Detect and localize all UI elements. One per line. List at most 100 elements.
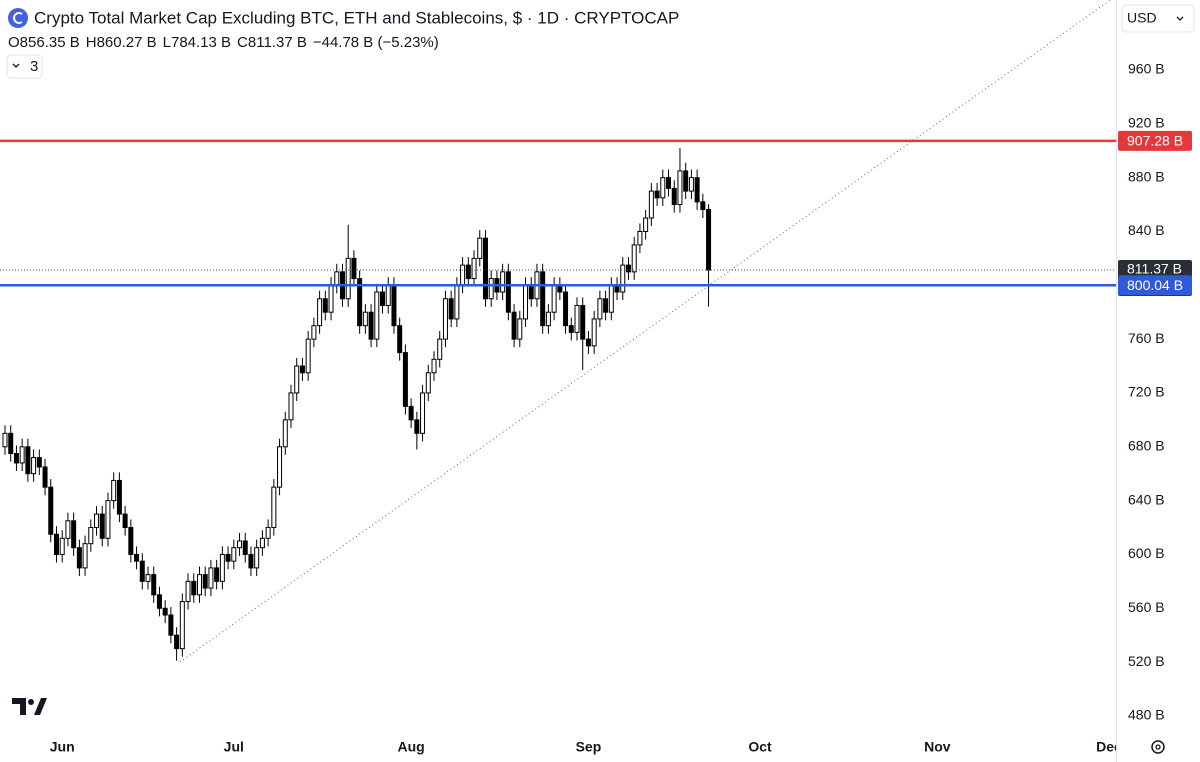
- gear[interactable]: [1151, 740, 1165, 754]
- candle-body: [13, 453, 19, 464]
- y-tick-label: 840 B: [1128, 222, 1165, 238]
- indicator-count[interactable]: 3: [30, 58, 38, 75]
- candle-body: [380, 291, 386, 306]
- candle-body: [116, 479, 122, 515]
- candle-body: [237, 540, 243, 549]
- y-tick-label: 560 B: [1128, 599, 1165, 615]
- price-axis-bg: [1116, 0, 1200, 762]
- candle-body: [294, 365, 300, 394]
- y-tick-label: 920 B: [1128, 115, 1165, 131]
- candle-body: [225, 553, 231, 562]
- candle-body: [31, 457, 37, 475]
- y-tick-label: 600 B: [1128, 545, 1165, 561]
- candle-body: [420, 392, 426, 434]
- candle-body: [53, 533, 59, 555]
- candle-body: [385, 284, 391, 306]
- candle-body: [219, 553, 225, 582]
- candle-body: [351, 257, 357, 280]
- candle-body: [265, 527, 271, 539]
- candle-body: [42, 466, 48, 488]
- candle-body: [648, 190, 654, 219]
- candle-body: [397, 325, 403, 354]
- candle-body: [19, 446, 25, 464]
- candle-body: [603, 298, 609, 313]
- y-tick-label: 720 B: [1128, 384, 1165, 400]
- candle-body: [523, 284, 529, 320]
- candle-body: [402, 352, 408, 407]
- price-axis: USD 480 B 520 B 560 B 600 B 640 B 680 B 720 B 7…: [1116, 0, 1200, 762]
- candle-body: [425, 372, 431, 394]
- currency[interactable]: USD: [1127, 10, 1157, 26]
- candle-body: [683, 170, 689, 192]
- title: Crypto Total Market Cap Excluding BTC, E…: [34, 8, 679, 27]
- candle-body: [706, 208, 712, 271]
- candle-body: [585, 338, 591, 347]
- candle-body: [700, 201, 706, 210]
- gear-hub: [1155, 744, 1161, 750]
- candle-body: [231, 547, 237, 562]
- candle-body: [25, 446, 31, 475]
- candle-body: [277, 446, 283, 488]
- indicators-toggle[interactable]: [6, 54, 43, 79]
- x-tick-label: Jul: [224, 739, 244, 755]
- ohlc-key: L: [163, 34, 171, 51]
- level-box: [1118, 275, 1192, 296]
- candle-body: [637, 230, 643, 246]
- candle-body: [660, 177, 666, 199]
- logo-part: [28, 699, 34, 705]
- candle-body: [259, 537, 265, 549]
- symbol-glyph: [13, 12, 23, 24]
- candle-body: [271, 486, 277, 529]
- level-box: [1118, 130, 1192, 151]
- candle-body: [179, 601, 185, 650]
- candle-body: [214, 567, 220, 582]
- candle-body: [242, 540, 248, 555]
- time-axis: Jun Jul Aug Sep Oct Nov Dec: [50, 739, 1122, 755]
- candle-body: [488, 278, 494, 300]
- change: −44.78 B (−5.23%): [313, 34, 439, 51]
- candle-body: [511, 311, 517, 340]
- candle-body: [71, 520, 77, 549]
- candle-body: [643, 217, 649, 232]
- last-price-label: 811.37 B: [1127, 261, 1182, 277]
- candle-body: [202, 574, 208, 589]
- logo-part: [12, 698, 26, 715]
- candle-body: [460, 264, 466, 286]
- candle-body: [299, 365, 305, 374]
- candle-body: [465, 264, 471, 280]
- candle-body: [505, 271, 511, 313]
- header: Crypto Total Market Cap Excluding BTC, E…: [6, 8, 679, 79]
- candle-body: [591, 318, 597, 347]
- candle-body: [694, 177, 700, 203]
- currency-button[interactable]: [1121, 4, 1195, 33]
- candle-body: [477, 237, 483, 259]
- y-tick-label: 960 B: [1128, 61, 1165, 77]
- chevron: [12, 63, 20, 68]
- candle-body: [448, 298, 454, 320]
- candle-body: [94, 513, 100, 529]
- candle-body: [620, 264, 626, 293]
- ohlc-key: H: [86, 34, 97, 51]
- candle-body: [305, 338, 311, 374]
- candle-body: [442, 298, 448, 340]
- candle-body: [551, 284, 557, 313]
- candle-body: [362, 311, 368, 327]
- x-tick-label: Aug: [398, 739, 425, 755]
- candle-body: [654, 190, 660, 199]
- candle-body: [139, 560, 145, 582]
- candle-body: [345, 257, 351, 300]
- candle-body: [111, 479, 117, 502]
- candle-body: [36, 457, 42, 468]
- candle-body: [156, 594, 162, 609]
- candle-body: [666, 177, 672, 189]
- settings-icon[interactable]: [1151, 740, 1165, 754]
- candle-body: [471, 257, 477, 280]
- candle-body: [374, 291, 380, 340]
- candle-body: [528, 284, 534, 300]
- candle-body: [134, 553, 140, 562]
- level-label: 907.28 B: [1127, 133, 1183, 149]
- candle-body: [128, 527, 134, 555]
- candle-body: [322, 298, 328, 313]
- candle-body: [254, 547, 260, 569]
